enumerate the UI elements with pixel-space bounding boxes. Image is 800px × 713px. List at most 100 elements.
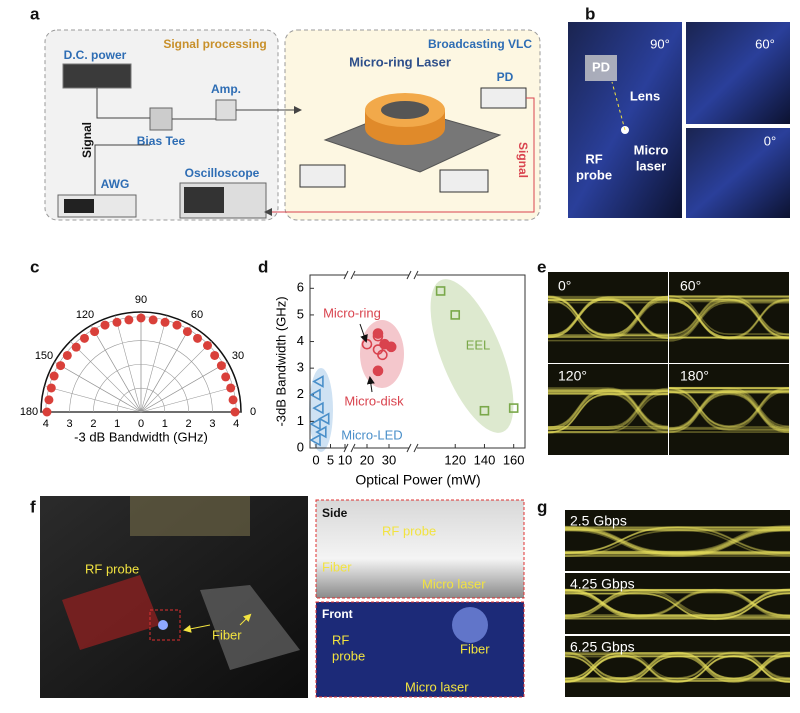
point (450, 310, 461, 320)
x-tick-label: 30 (382, 452, 396, 467)
eye-trace (564, 590, 791, 618)
axis-break (346, 443, 354, 453)
x-axis-label: Optical Power (mW) (355, 472, 480, 488)
device (149, 107, 173, 131)
r-tick-label: 2 (90, 418, 96, 430)
eye-trace (668, 299, 789, 340)
eye-trace (547, 296, 668, 337)
photo (686, 22, 790, 124)
eye-trace (668, 390, 789, 431)
eye-trace (565, 588, 791, 616)
eye-trace (564, 529, 790, 557)
eye-trace (565, 590, 791, 618)
eye-trace (565, 655, 790, 683)
r-tick-label: 1 (114, 418, 120, 430)
eye-trace (548, 298, 669, 339)
eye-trace (547, 388, 669, 429)
point (372, 344, 384, 355)
label: Amp. (211, 82, 241, 96)
point (160, 317, 170, 327)
panel-e: e 0° 60° 120° 180° (537, 257, 790, 455)
label: Fiber (212, 627, 242, 642)
point (100, 320, 110, 330)
spoke (70, 341, 142, 413)
r-tick-label: 3 (67, 418, 73, 430)
box-title: Broadcasting VLC (428, 37, 532, 51)
eye-background (565, 510, 790, 571)
r-tick-label: 2 (186, 418, 192, 430)
spoke (140, 385, 238, 413)
axis-break (343, 443, 356, 453)
point (309, 417, 321, 431)
photo (568, 22, 682, 218)
spoke (114, 315, 142, 413)
eye-trace (547, 295, 669, 336)
box-title: Signal processing (163, 37, 266, 51)
axis-break (406, 270, 419, 280)
axis-break (409, 443, 417, 453)
theta-tick-label: 60 (191, 309, 203, 321)
eye-trace (564, 652, 790, 681)
eye-trace (565, 529, 791, 557)
eye-trace (668, 387, 790, 427)
eye-trace (565, 529, 791, 557)
eye-trace (547, 388, 669, 429)
device (62, 63, 132, 89)
eye-trace (668, 296, 789, 337)
arrow (183, 624, 211, 633)
point (203, 340, 213, 350)
eye-trace (548, 297, 669, 338)
photo-detail (452, 607, 488, 643)
eye-trace (547, 295, 668, 336)
eye-trace (548, 295, 669, 336)
eye-trace (565, 529, 791, 557)
label: Micro (634, 142, 669, 157)
eye-trace (564, 526, 790, 554)
inset-title: Front (322, 607, 353, 621)
inset-side (315, 499, 525, 599)
eye-trace (564, 655, 791, 683)
eye-trace (565, 654, 791, 683)
eye-trace (565, 653, 791, 681)
angle-label: 180° (680, 368, 709, 384)
eye-trace (564, 589, 790, 617)
ring (381, 101, 429, 119)
group-shade (309, 368, 333, 452)
point (56, 361, 66, 371)
eye-trace (668, 393, 790, 434)
eye-trace (547, 298, 669, 338)
eye-trace (564, 655, 791, 683)
eye-trace (668, 392, 790, 433)
eye-trace (565, 592, 791, 620)
eye-trace (564, 526, 790, 554)
point (372, 365, 384, 377)
point (148, 315, 158, 325)
eye-trace (668, 391, 789, 431)
label: Fiber (460, 641, 490, 656)
theta-tick (54, 361, 142, 413)
x-tick-label: 160 (503, 452, 525, 467)
r-tick-label: 4 (43, 418, 49, 430)
eye-trace (668, 301, 789, 342)
eye-trace (668, 298, 789, 338)
theta-tick-label: 0 (250, 406, 256, 418)
eye-trace (564, 652, 791, 680)
label: probe (576, 167, 612, 182)
eye-trace (668, 298, 790, 338)
eye-trace (564, 655, 790, 683)
point (318, 412, 330, 426)
label: D.C. power (64, 48, 127, 62)
eye-trace (548, 392, 669, 433)
eye-trace (564, 525, 790, 553)
detector (480, 87, 527, 109)
eye-trace (668, 390, 790, 431)
eye-trace (668, 390, 790, 430)
angle-label: 90° (650, 36, 670, 51)
eye-trace (548, 389, 669, 429)
label: Signal (516, 142, 530, 178)
x-tick-label: 0 (312, 452, 319, 467)
theta-tick (140, 325, 192, 413)
eye-trace (547, 296, 668, 337)
x-tick-label: 20 (360, 452, 374, 467)
